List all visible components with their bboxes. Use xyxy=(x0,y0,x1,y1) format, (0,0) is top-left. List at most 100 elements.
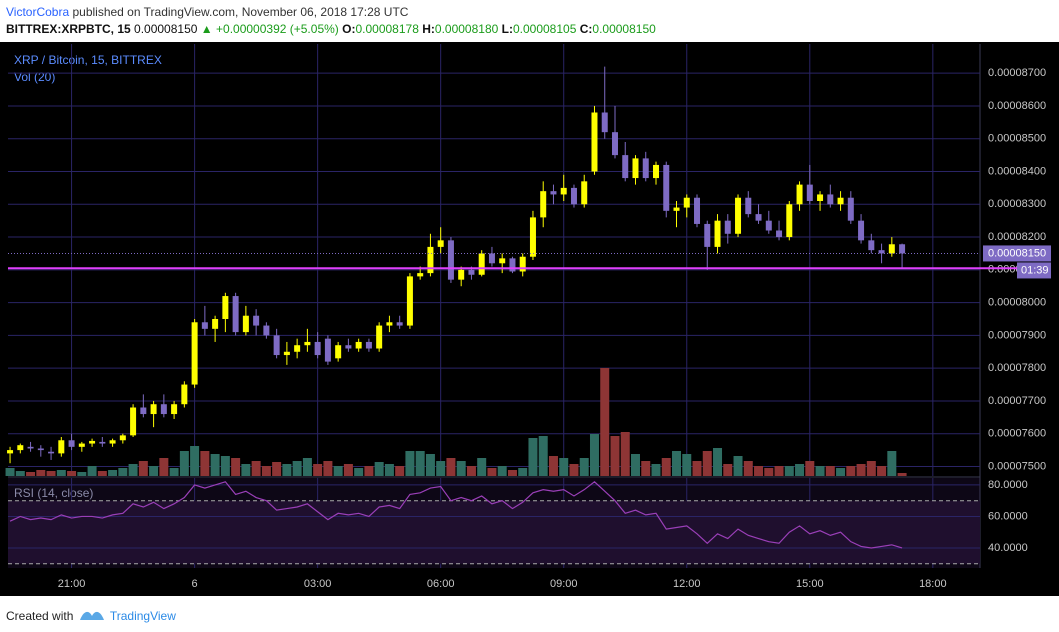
volume-bar xyxy=(518,468,528,476)
volume-bar xyxy=(364,466,374,476)
volume-bar xyxy=(497,466,507,476)
candle-body xyxy=(324,338,331,362)
candle-body xyxy=(417,273,424,277)
candle-body xyxy=(376,325,383,349)
volume-bar xyxy=(538,436,548,476)
candle-body xyxy=(888,244,895,254)
candle-body xyxy=(724,220,731,234)
candle-body xyxy=(437,240,444,247)
quote-line: BITTREX:XRPBTC, 15 0.00008150 ▲ +0.00000… xyxy=(6,22,656,36)
volume-bar xyxy=(169,468,179,476)
candle-body xyxy=(253,315,260,326)
volume-bar xyxy=(436,461,446,476)
candle-body xyxy=(468,269,475,275)
volume-bar xyxy=(548,456,558,476)
volume-bar xyxy=(159,458,169,476)
candle-body xyxy=(560,187,567,195)
candle-body xyxy=(827,194,834,205)
volume-bar xyxy=(333,466,343,476)
x-tick-label: 6 xyxy=(192,578,198,590)
candle-body xyxy=(212,318,219,329)
volume-bar xyxy=(672,451,682,476)
candle-body xyxy=(140,407,147,415)
volume-bar xyxy=(108,470,118,476)
header: VictorCobra published on TradingView.com… xyxy=(0,0,1059,42)
candle-body xyxy=(78,443,85,447)
volume-bar xyxy=(877,466,887,476)
candle-body xyxy=(488,253,495,264)
y-tick-label: 0.00008000 xyxy=(988,297,1046,309)
y-tick-label: 0.00008400 xyxy=(988,165,1046,177)
volume-bar xyxy=(589,434,599,476)
published: published on TradingView.com, November 0… xyxy=(69,5,409,19)
countdown-tag xyxy=(1017,262,1051,279)
c: 0.00008150 xyxy=(592,22,656,36)
author[interactable]: VictorCobra xyxy=(6,5,70,19)
brand[interactable]: TradingView xyxy=(109,609,176,623)
candle-body xyxy=(232,296,239,333)
candle-body xyxy=(345,345,352,349)
y-tick-label: 0.00007800 xyxy=(988,362,1046,374)
volume-bar xyxy=(446,458,456,476)
volume-bar xyxy=(661,458,671,476)
candle-body xyxy=(868,240,875,251)
volume-bar xyxy=(692,461,702,476)
y-tick-label: 0.00007500 xyxy=(988,460,1046,472)
candle-body xyxy=(160,404,167,415)
volume-bar xyxy=(302,458,312,476)
candle-body xyxy=(622,155,629,179)
y-tick-label: 0.00008500 xyxy=(988,133,1046,145)
volume-bar xyxy=(67,471,77,476)
volume-bar xyxy=(723,464,733,476)
candle-body xyxy=(632,158,639,179)
candle-body xyxy=(694,197,701,224)
volume-bar xyxy=(200,451,210,476)
volume-bar xyxy=(138,461,148,476)
candle-body xyxy=(837,197,844,205)
candle-body xyxy=(714,220,721,247)
l-label: L: xyxy=(501,22,513,36)
y-tick-label: 0.00007600 xyxy=(988,428,1046,440)
candle-body xyxy=(242,315,249,333)
candle-body xyxy=(817,194,824,202)
candle-body xyxy=(447,240,454,280)
candle-body xyxy=(581,181,588,205)
volume-bar xyxy=(261,466,271,476)
candle-body xyxy=(37,448,44,451)
volume-bar xyxy=(323,461,333,476)
price: 0.00008150 xyxy=(134,22,198,36)
volume-bar xyxy=(282,464,292,476)
x-tick-label: 21:00 xyxy=(58,578,86,590)
countdown: 01:39 xyxy=(1021,264,1049,276)
rsi-line xyxy=(9,480,903,549)
candle-body xyxy=(755,214,762,221)
candle-body xyxy=(529,217,536,257)
volume-bar xyxy=(405,451,415,476)
rsi-band xyxy=(8,500,980,564)
candle-body xyxy=(673,207,680,211)
volume-bar xyxy=(220,456,230,476)
candle-body xyxy=(171,404,178,415)
volume-bar xyxy=(477,458,487,476)
candle-body xyxy=(109,440,116,444)
volume-bar xyxy=(272,462,282,476)
candle-body xyxy=(273,335,280,356)
h-label: H: xyxy=(422,22,435,36)
volume-bar xyxy=(190,446,200,476)
footer: Created with TradingView xyxy=(6,606,176,623)
volume-bar xyxy=(395,466,405,476)
candle-body xyxy=(765,220,772,231)
volume-bar xyxy=(56,470,66,476)
candle-body xyxy=(591,112,598,172)
candle-body xyxy=(283,351,290,356)
candle-body xyxy=(540,191,547,218)
volume-bar xyxy=(630,454,640,476)
candle-body xyxy=(130,407,137,436)
volume-bar xyxy=(87,466,97,476)
volume-bar xyxy=(5,468,15,476)
h: 0.00008180 xyxy=(434,22,499,36)
last-price-label: 0.00008150 xyxy=(988,247,1046,259)
volume-bar xyxy=(713,448,723,476)
candle-body xyxy=(786,204,793,238)
